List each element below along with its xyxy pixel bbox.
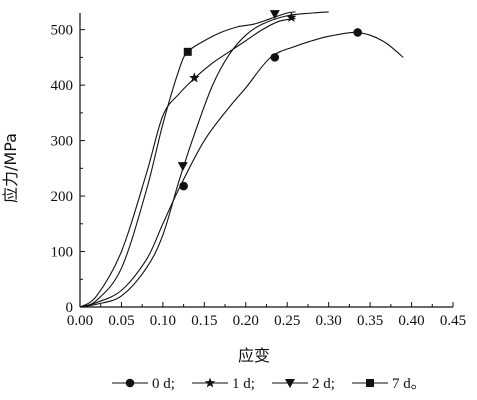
x-tick-label: 0.30 (316, 313, 342, 329)
x-tick-label: 0.45 (440, 313, 466, 329)
series-0d (79, 28, 404, 308)
y-axis-title: 应力/MPa (1, 133, 20, 203)
legend-marker-7d (366, 379, 374, 387)
legend-marker-0d (125, 378, 135, 388)
data-point-1d (189, 72, 200, 83)
y-tick-label: 400 (51, 78, 74, 94)
x-tick-label: 0.25 (274, 313, 300, 329)
data-point-2d (177, 162, 188, 172)
legend-item-2d: 2 d; (272, 376, 335, 392)
x-tick-label: 0.05 (108, 313, 134, 329)
series-line-7d (79, 11, 296, 308)
data-point-0d (270, 53, 280, 62)
series-line-1d (79, 18, 296, 308)
axes: 0.00 0.05 0.10 0.15 0.20 0.25 0.30 0.35 0.40 0.45… (51, 13, 466, 329)
legend-item-1d: 1 d; (192, 376, 255, 392)
y-tick-label: 300 (51, 134, 74, 150)
series-2d (79, 10, 329, 308)
legend-item-7d: 7 d。 (352, 376, 426, 392)
x-tick-label: 0.00 (67, 313, 93, 329)
x-tick-label: 0.40 (398, 313, 424, 329)
y-tick-label: 0 (66, 300, 74, 316)
series-1d (79, 11, 297, 308)
series-line-2d (79, 11, 329, 308)
legend-label: 2 d; (312, 376, 335, 392)
legend-label: 0 d; (152, 376, 175, 392)
x-tick-label: 0.15 (191, 313, 217, 329)
legend: 0 d; 1 d; 2 d; 7 d。 (112, 376, 426, 392)
data-point-0d (179, 181, 188, 191)
y-tick-label: 200 (51, 189, 74, 205)
legend-marker-2d (285, 379, 295, 388)
data-point-2d (269, 10, 280, 20)
x-tick-label: 0.20 (233, 313, 259, 329)
series-line-0d (79, 31, 404, 308)
x-tick-label: 0.10 (150, 313, 176, 329)
data-point-1d (286, 11, 297, 22)
legend-label: 7 d。 (392, 376, 426, 392)
y-tick-label: 500 (51, 23, 74, 39)
data-point-0d (353, 28, 362, 37)
legend-label: 1 d; (232, 376, 255, 392)
x-tick-label: 0.35 (357, 313, 383, 329)
series-layer (79, 10, 404, 308)
legend-marker-1d (204, 377, 216, 388)
data-point-7d (183, 47, 192, 56)
x-axis-title: 应变 (238, 346, 270, 365)
y-tick-label: 100 (51, 245, 74, 261)
series-7d (79, 11, 296, 308)
legend-item-0d: 0 d; (112, 376, 175, 392)
